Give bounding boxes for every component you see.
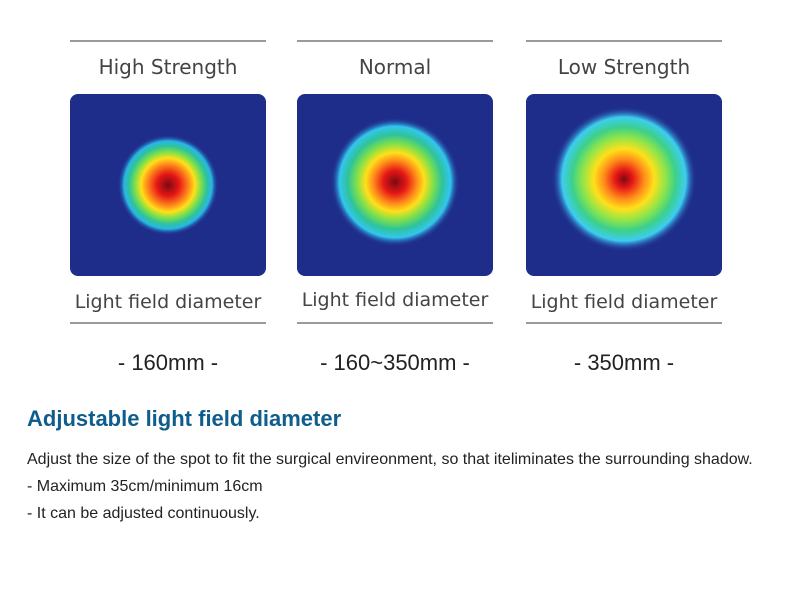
section-heading: Adjustable light field diameter (27, 406, 342, 431)
bottom-divider (70, 322, 266, 324)
panel-caption: Light field diameter (301, 289, 489, 311)
bottom-divider (526, 322, 722, 324)
panel-title: Low Strength (557, 55, 691, 79)
light-field-heatmap (526, 94, 722, 276)
bottom-divider (297, 322, 493, 324)
heat-spot (552, 107, 696, 251)
description-bullet: - It can be adjusted continuously. (27, 505, 260, 522)
diameter-value: - 350mm - (573, 350, 675, 375)
description-bullet: - Maximum 35cm/minimum 16cm (27, 478, 263, 495)
panel-high-strength: High Strength Light field diameter - 160… (70, 40, 266, 376)
description-paragraph: Adjust the size of the spot to fit the s… (27, 451, 753, 468)
top-divider (526, 40, 722, 42)
light-field-heatmap (70, 94, 266, 276)
top-divider (70, 40, 266, 42)
panel-normal: Normal Light field diameter - 160~350mm … (297, 40, 493, 376)
diameter-value: - 160~350mm - (320, 350, 470, 375)
top-divider (297, 40, 493, 42)
panel-title: Normal (358, 55, 432, 79)
panel-title: High Strength (98, 55, 238, 79)
section-description: Adjust the size of the spot to fit the s… (27, 446, 767, 527)
heat-spot (118, 135, 218, 235)
panel-caption: Light field diameter (74, 291, 262, 313)
heat-spot (331, 118, 459, 246)
panel-caption: Light field diameter (530, 291, 718, 313)
diameter-value: - 160mm - (117, 350, 219, 375)
light-field-heatmap (297, 94, 493, 276)
panel-low-strength: Low Strength Light field diameter - 350m… (526, 40, 722, 376)
